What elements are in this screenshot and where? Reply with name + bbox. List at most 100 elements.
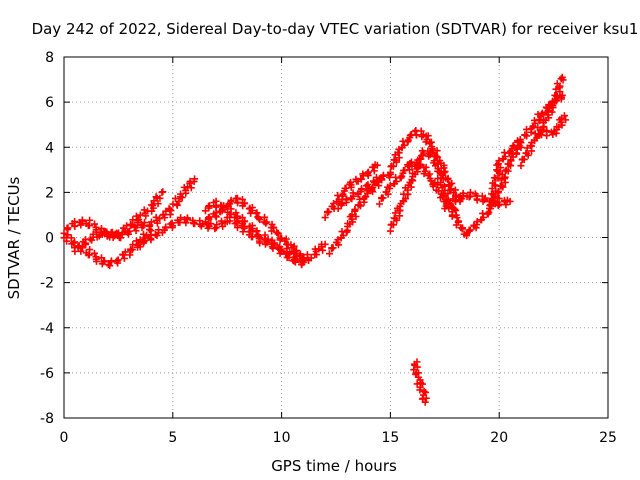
data-point-marker bbox=[416, 160, 424, 168]
data-point-marker bbox=[213, 221, 221, 229]
data-point-marker bbox=[394, 148, 402, 156]
data-point-marker bbox=[189, 219, 197, 227]
data-point-marker bbox=[386, 185, 394, 193]
data-point-marker bbox=[560, 112, 568, 120]
data-point-marker bbox=[412, 131, 420, 139]
data-point-marker bbox=[399, 197, 407, 205]
data-point-marker bbox=[307, 254, 315, 262]
data-point-marker bbox=[427, 149, 435, 157]
data-point-marker bbox=[204, 224, 212, 232]
data-point-marker bbox=[543, 132, 551, 140]
data-point-marker bbox=[142, 212, 150, 220]
data-point-marker bbox=[146, 222, 154, 230]
data-point-marker bbox=[422, 163, 430, 171]
data-point-marker bbox=[140, 219, 148, 227]
data-point-marker bbox=[273, 228, 281, 236]
data-point-marker bbox=[337, 234, 345, 242]
data-point-marker bbox=[522, 149, 530, 157]
data-point-marker bbox=[140, 206, 148, 214]
data-point-marker bbox=[232, 209, 240, 217]
data-point-marker bbox=[63, 237, 71, 245]
data-point-marker bbox=[337, 201, 345, 209]
data-point-marker bbox=[205, 204, 213, 212]
data-point-marker bbox=[156, 194, 164, 202]
data-point-marker bbox=[348, 195, 356, 203]
data-point-marker bbox=[540, 115, 548, 123]
data-point-marker bbox=[370, 179, 378, 187]
data-point-marker bbox=[219, 223, 227, 230]
data-point-marker bbox=[187, 184, 195, 192]
data-point-marker bbox=[386, 168, 394, 176]
data-point-marker bbox=[454, 218, 462, 226]
data-point-marker bbox=[448, 212, 456, 220]
data-point-marker bbox=[347, 181, 355, 189]
data-point-marker bbox=[435, 168, 443, 176]
data-point-marker bbox=[424, 132, 432, 140]
data-point-marker bbox=[432, 152, 440, 160]
data-point-marker bbox=[227, 198, 235, 206]
data-point-marker bbox=[158, 188, 166, 196]
data-point-marker bbox=[256, 239, 264, 247]
data-point-marker bbox=[548, 99, 556, 107]
data-point-marker bbox=[496, 164, 504, 172]
data-point-marker bbox=[293, 252, 301, 260]
data-point-marker bbox=[286, 249, 294, 257]
data-point-marker bbox=[436, 194, 444, 202]
data-point-marker bbox=[74, 244, 82, 252]
data-point-marker bbox=[548, 108, 556, 116]
data-point-marker bbox=[490, 174, 498, 182]
series-track-k bbox=[386, 126, 464, 205]
data-point-marker bbox=[333, 239, 341, 247]
data-point-marker bbox=[212, 197, 220, 205]
data-point-marker bbox=[398, 144, 406, 152]
data-point-marker bbox=[186, 179, 194, 187]
data-point-marker bbox=[439, 175, 447, 183]
data-point-marker bbox=[558, 91, 566, 99]
data-point-marker bbox=[546, 102, 554, 110]
data-point-marker bbox=[270, 224, 278, 232]
data-point-marker bbox=[303, 251, 311, 259]
data-point-marker bbox=[501, 173, 509, 181]
data-point-marker bbox=[372, 173, 380, 181]
data-point-marker bbox=[255, 214, 263, 222]
data-point-marker bbox=[349, 218, 357, 226]
data-point-marker bbox=[162, 224, 170, 232]
data-point-marker bbox=[71, 247, 79, 255]
data-point-marker bbox=[348, 211, 356, 219]
data-point-marker bbox=[408, 162, 416, 170]
y-axis-label: SDTVAR / TECUs bbox=[5, 176, 23, 299]
data-point-marker bbox=[167, 207, 175, 215]
data-point-marker bbox=[248, 207, 256, 215]
data-point-marker bbox=[121, 248, 129, 256]
x-tick-label: 10 bbox=[273, 430, 291, 446]
data-point-marker bbox=[234, 218, 242, 226]
data-point-marker bbox=[71, 222, 79, 230]
data-point-marker bbox=[391, 180, 399, 188]
data-point-marker bbox=[486, 198, 494, 206]
data-point-marker bbox=[147, 235, 155, 243]
data-point-marker bbox=[278, 247, 286, 255]
data-point-marker bbox=[465, 193, 473, 201]
y-tick-label: -4 bbox=[40, 321, 54, 337]
data-point-marker bbox=[113, 257, 121, 265]
data-point-marker bbox=[509, 142, 517, 150]
data-point-marker bbox=[448, 203, 456, 211]
data-point-marker bbox=[174, 218, 182, 226]
data-point-marker bbox=[339, 190, 347, 198]
data-point-marker bbox=[103, 232, 111, 240]
data-point-marker bbox=[85, 222, 93, 230]
data-point-marker bbox=[364, 169, 372, 177]
series-track-d bbox=[136, 214, 231, 251]
data-point-marker bbox=[136, 243, 144, 251]
data-point-marker bbox=[323, 209, 331, 217]
data-point-marker bbox=[252, 209, 260, 217]
y-tick-label: 0 bbox=[45, 231, 54, 247]
y-tick-label: -8 bbox=[40, 411, 54, 427]
data-points bbox=[60, 73, 570, 406]
data-point-marker bbox=[216, 208, 224, 216]
data-point-marker bbox=[92, 257, 100, 265]
data-point-marker bbox=[558, 121, 566, 129]
data-point-marker bbox=[81, 239, 89, 247]
data-point-marker bbox=[238, 195, 246, 203]
data-point-marker bbox=[435, 187, 443, 195]
